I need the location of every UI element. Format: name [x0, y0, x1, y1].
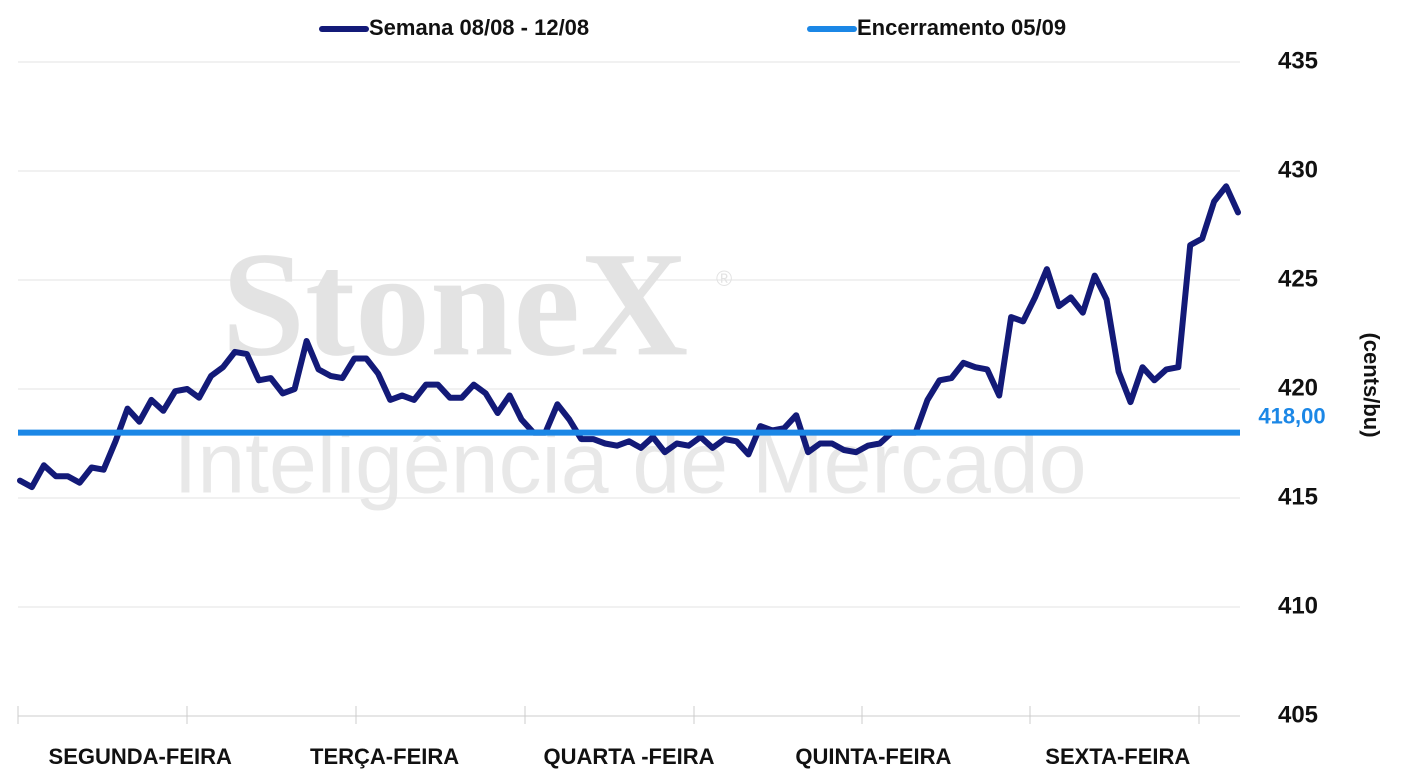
legend-label: Encerramento 05/09 [857, 15, 1066, 40]
series-line [17, 183, 1241, 491]
x-tick-label: SEXTA-FEIRA [1045, 744, 1190, 769]
x-tick-label: TERÇA-FEIRA [310, 744, 459, 769]
x-tick-label: SEGUNDA-FEIRA [49, 744, 232, 769]
x-tick-label: QUINTA-FEIRA [795, 744, 951, 769]
watermark-mark: ® [716, 266, 732, 291]
watermark: StoneX ® Inteligência de Mercado [173, 221, 1086, 511]
y-tick-label: 425 [1278, 265, 1318, 292]
y-tick-label: 415 [1278, 483, 1318, 510]
legend-label: Semana 08/08 - 12/08 [369, 15, 589, 40]
watermark-brand: StoneX [222, 221, 689, 387]
y-tick-label: 410 [1278, 592, 1318, 619]
y-tick-label: 405 [1278, 701, 1318, 728]
reference-label: 418,00 [1258, 403, 1325, 428]
x-axis-ticks [17, 706, 1200, 724]
y-tick-label: 420 [1278, 374, 1318, 401]
x-tick-label: QUARTA -FEIRA [543, 744, 714, 769]
y-tick-label: 435 [1278, 47, 1318, 74]
y-axis-label: (cents/bu) [1359, 332, 1384, 437]
y-tick-label: 430 [1278, 156, 1318, 183]
